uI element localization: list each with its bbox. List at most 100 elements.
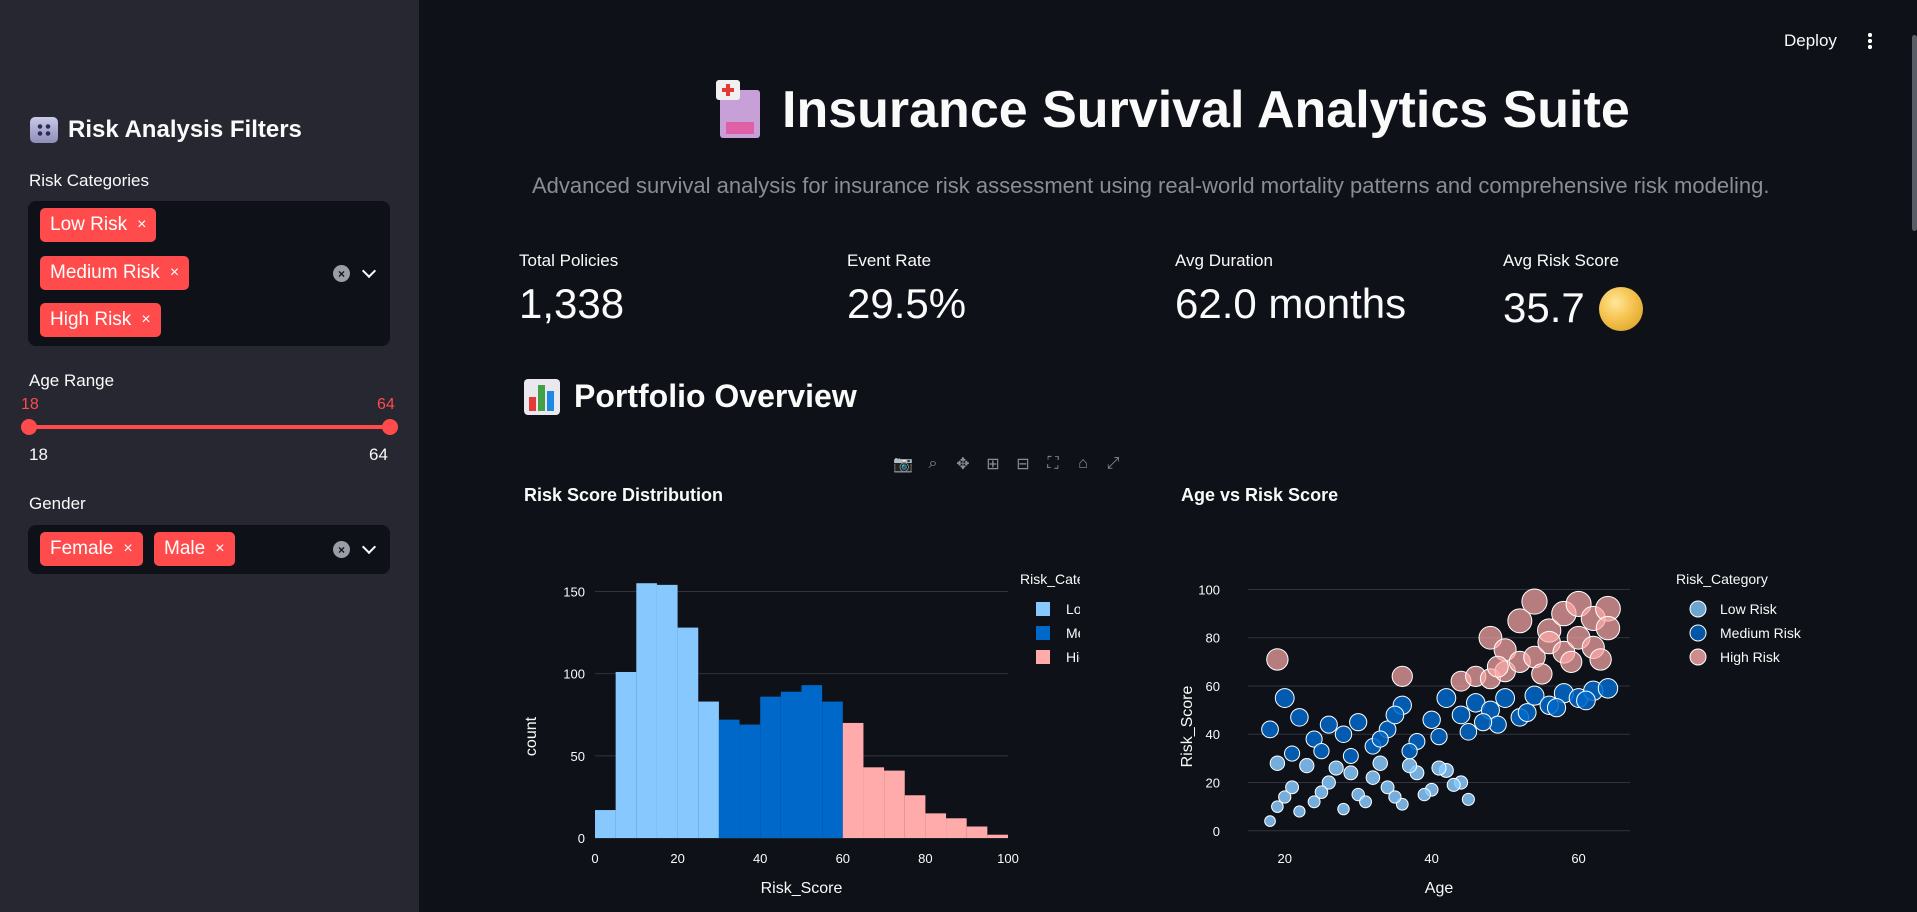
- scatter-point: [1459, 723, 1478, 741]
- legend-title: Risk_Category: [1020, 571, 1080, 587]
- legend-item: Medium Risk: [1066, 625, 1080, 641]
- scatter-point: [1359, 795, 1372, 809]
- hist-bar: [863, 767, 885, 838]
- tag-high-risk[interactable]: High Risk ×: [40, 303, 161, 337]
- scatter-point: [1264, 815, 1276, 827]
- age-slider-track[interactable]: [29, 425, 390, 429]
- clear-all-icon[interactable]: ×: [333, 265, 350, 282]
- hist-bar: [677, 627, 699, 838]
- scatter-point: [1589, 648, 1612, 671]
- tag-remove-icon[interactable]: ×: [141, 311, 151, 328]
- zoom-out-icon[interactable]: ⊟: [1016, 456, 1030, 473]
- hist-bar: [615, 671, 637, 838]
- scatter-point: [1342, 747, 1359, 764]
- home-icon[interactable]: ⌂: [1078, 455, 1088, 472]
- hospital-icon: [712, 80, 762, 140]
- hist-bar: [966, 826, 988, 838]
- tag-remove-icon[interactable]: ×: [169, 264, 180, 281]
- tag-remove-icon[interactable]: ×: [215, 540, 225, 557]
- legend-title: Risk_Category: [1676, 571, 1768, 587]
- legend-item: Low Risk: [1720, 601, 1778, 617]
- risk-categories-multiselect[interactable]: Low Risk × Medium Risk × High Risk × ×: [28, 201, 390, 346]
- multiselect-controls: ×: [333, 539, 377, 558]
- scatter-point: [1337, 802, 1350, 816]
- clear-all-icon[interactable]: ×: [333, 541, 350, 558]
- tag-remove-icon[interactable]: ×: [137, 216, 147, 233]
- risk-score-histogram[interactable]: 0 50 100 150 0 20 40 60 80 100 Risk_Score count Risk…: [510, 560, 1080, 910]
- scatter-title: Age vs Risk Score: [1181, 485, 1339, 505]
- scatter-point: [1371, 730, 1389, 748]
- tag-label: Medium Risk: [50, 262, 160, 283]
- x-tick-label: 20: [1277, 851, 1291, 866]
- zoom-icon[interactable]: ⌕: [928, 455, 938, 472]
- scatter-point: [1436, 688, 1457, 708]
- control-knobs-icon: [30, 117, 58, 143]
- scatter-point: [1521, 588, 1548, 615]
- hist-bar: [904, 795, 926, 838]
- camera-icon[interactable]: 📷: [893, 456, 913, 473]
- chevron-down-icon[interactable]: [361, 263, 377, 278]
- age-slider-low-handle[interactable]: [21, 419, 37, 435]
- gender-multiselect[interactable]: Female × Male × ×: [28, 525, 390, 574]
- scatter-point: [1284, 745, 1301, 762]
- y-tick-label: 100: [563, 667, 585, 682]
- metric-avg-risk-value: 35.7: [1503, 284, 1585, 331]
- hist-bar: [822, 701, 843, 838]
- scatter-point: [1349, 713, 1368, 732]
- page-scrollbar[interactable]: [1912, 35, 1917, 231]
- scatter-point: [1388, 790, 1402, 804]
- scatter-point: [1431, 760, 1447, 776]
- tag-male[interactable]: Male ×: [154, 532, 235, 566]
- coin-icon: [1599, 287, 1643, 331]
- y-axis-label: Risk_Score: [1179, 686, 1196, 768]
- age-risk-scatter[interactable]: 0 20 40 60 80 100 20 40 60 Age Risk_Score Risk_Cate…: [1170, 560, 1810, 910]
- hist-bar: [987, 834, 1008, 838]
- scatter-point: [1271, 800, 1284, 813]
- section-title-text: Portfolio Overview: [574, 378, 857, 414]
- main-menu-icon[interactable]: [1868, 32, 1872, 50]
- hist-bar: [760, 696, 781, 838]
- scatter-point: [1597, 678, 1619, 699]
- tag-female[interactable]: Female ×: [40, 532, 143, 566]
- y-tick-label: 0: [1213, 824, 1220, 839]
- metric-avg-duration-value: 62.0 months: [1175, 280, 1407, 327]
- scatter-point: [1451, 705, 1471, 725]
- tag-remove-icon[interactable]: ×: [123, 540, 133, 557]
- x-tick-label: 20: [670, 851, 684, 866]
- scatter-point: [1507, 608, 1533, 634]
- chevron-down-icon[interactable]: [361, 539, 377, 554]
- x-tick-label: 80: [918, 851, 932, 866]
- hist-title: Risk Score Distribution: [524, 485, 724, 505]
- multiselect-controls: ×: [333, 263, 377, 282]
- tag-label: High Risk: [50, 309, 132, 330]
- scatter-point: [1290, 708, 1309, 727]
- age-range-label: Age Range: [29, 371, 115, 390]
- x-tick-label: 40: [1424, 851, 1438, 866]
- scatter-point: [1365, 770, 1381, 785]
- legend-swatch: [1689, 624, 1707, 642]
- age-slider-high-handle[interactable]: [382, 419, 398, 435]
- scatter-point: [1461, 792, 1475, 806]
- tag-medium-risk[interactable]: Medium Risk ×: [40, 256, 190, 290]
- hist-bar: [842, 722, 864, 838]
- scatter-point: [1385, 705, 1405, 725]
- legend-item: Low Risk: [1066, 601, 1080, 617]
- tag-label: Male: [164, 538, 206, 559]
- hist-bar: [925, 813, 947, 838]
- x-tick-label: 40: [753, 851, 767, 866]
- page-subtitle: Advanced survival analysis for insurance…: [532, 173, 1770, 198]
- tag-low-risk[interactable]: Low Risk ×: [40, 208, 157, 242]
- x-tick-label: 60: [1571, 851, 1585, 866]
- sidebar-title-text: Risk Analysis Filters: [68, 116, 302, 143]
- deploy-button[interactable]: Deploy: [1784, 31, 1837, 50]
- pan-icon[interactable]: ✥: [956, 456, 970, 473]
- zoom-in-icon[interactable]: ⊞: [986, 456, 1000, 473]
- fullscreen-icon[interactable]: ⤢: [1106, 455, 1120, 472]
- scatter-point: [1266, 648, 1289, 671]
- legend-item: High Risk: [1720, 649, 1781, 665]
- x-tick-label: 100: [997, 851, 1019, 866]
- scatter-point: [1334, 725, 1353, 743]
- scatter-point: [1430, 728, 1448, 746]
- hist-bar: [595, 810, 616, 838]
- autoscale-icon[interactable]: ⛶: [1047, 455, 1059, 472]
